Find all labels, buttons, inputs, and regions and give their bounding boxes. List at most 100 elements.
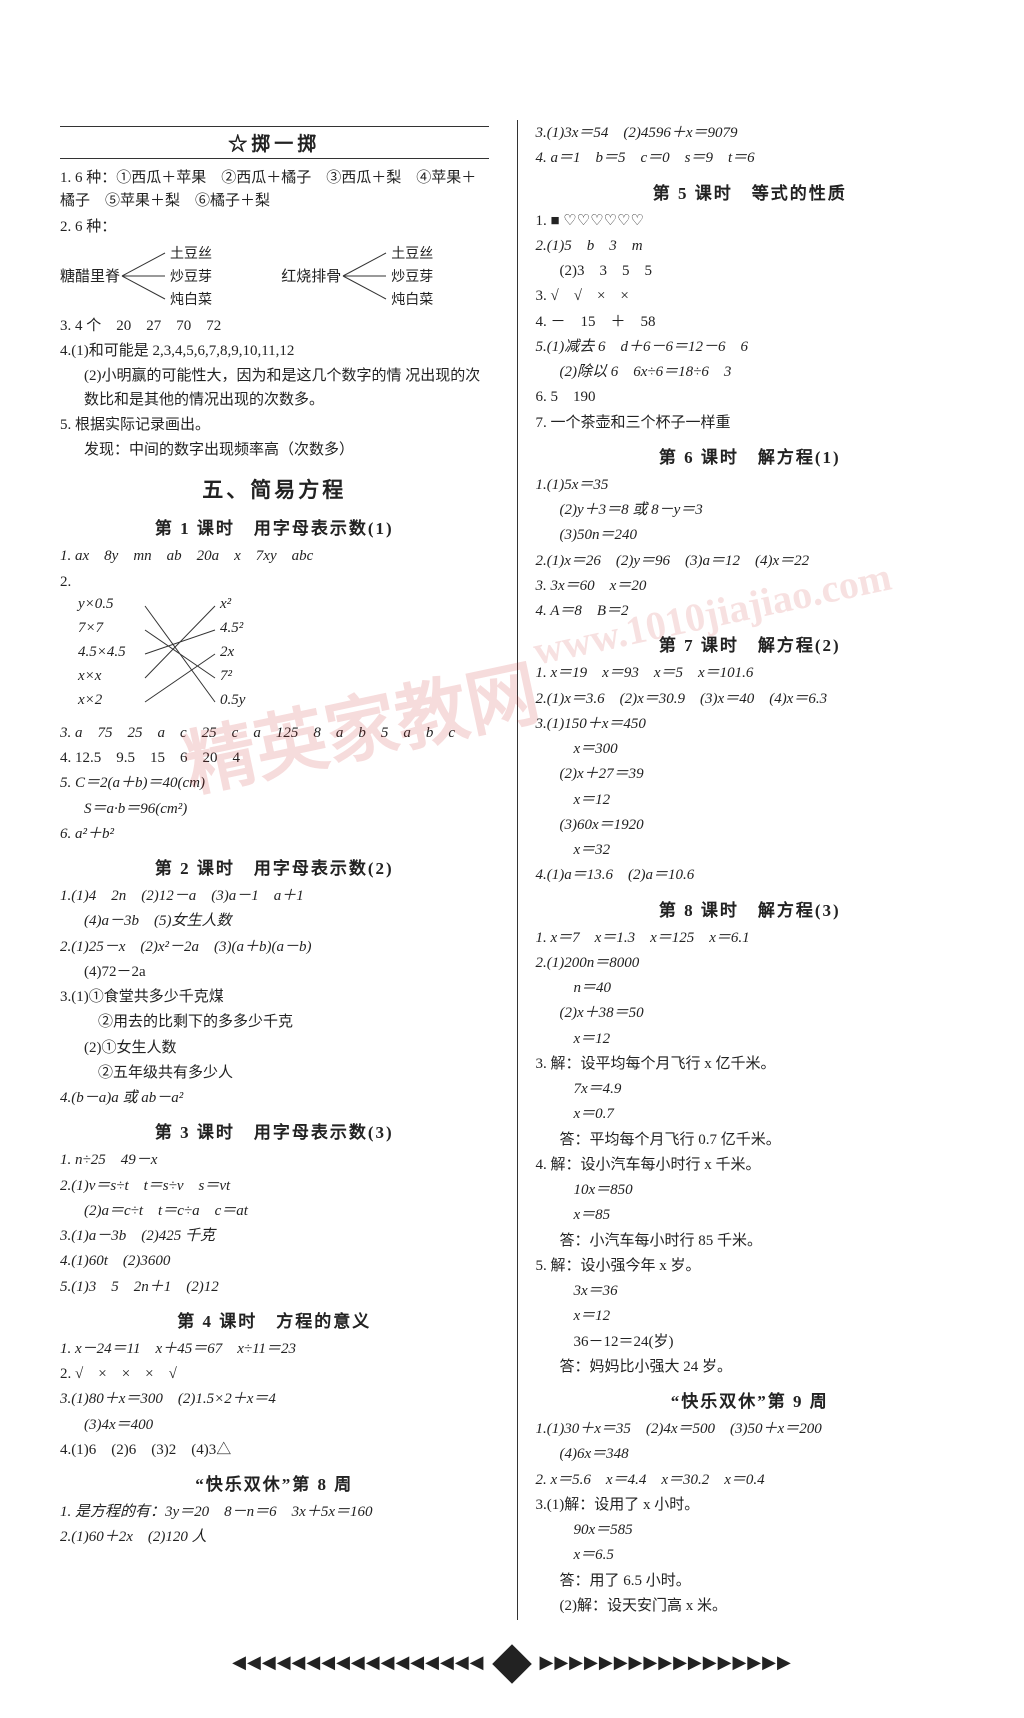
tree-2: 红烧排骨 土豆丝 炒豆芽 炖白菜 [281,243,488,309]
text-line: 4.(1)和可能是 2,3,4,5,6,7,8,9,10,11,12 [60,340,489,363]
footer-decoration: ◀◀◀◀◀◀◀◀◀◀◀◀◀◀◀◀◀ ▶▶▶▶▶▶▶▶▶▶▶▶▶▶▶▶▶ [60,1650,964,1678]
text-line: (4)6x＝348 [536,1443,965,1466]
heading-lesson-6: 第 6 课时 解方程(1) [536,443,965,468]
text-line: 2. x＝5.6 x＝4.4 x＝30.2 x＝0.4 [536,1469,965,1492]
text-line: 发现：中间的数字出现频率高（次数多） [60,439,489,462]
text-line: x＝85 [536,1204,965,1227]
left-column: ☆掷一掷 1. 6 种：①西瓜＋苹果 ②西瓜＋橘子 ③西瓜＋梨 ④苹果＋橘子 ⑤… [60,120,507,1620]
text-line: 5. 根据实际记录画出。 [60,414,489,437]
text-line: 3.(1)3x＝54 (2)4596＋x＝9079 [536,122,965,145]
text-line: 4.(1)6 (2)6 (3)2 (4)3△ [60,1439,489,1462]
text-line: (2)a＝c÷t t＝c÷a c＝at [60,1200,489,1223]
text-line: 2.(1)200n＝8000 [536,952,965,975]
text-line: 4.(1)60t (2)3600 [60,1250,489,1273]
heading-lesson-3: 第 3 课时 用字母表示数(3) [60,1118,489,1143]
text-line: (2)①女生人数 [60,1037,489,1060]
heading-lesson-2: 第 2 课时 用字母表示数(2) [60,854,489,879]
match-left: x×2 [78,692,102,709]
text-line: 36－12＝24(岁) [536,1331,965,1354]
matching-diagram: y×0.5 7×7 4.5×4.5 x×x x×2 x² 4.5² 2x 7² … [60,596,489,716]
text-line: (4)a－3b (5)女生人数 [60,910,489,933]
text-line: 1. x－24＝11 x＋45＝67 x÷11＝23 [60,1338,489,1361]
text-line: 答：平均每个月飞行 0.7 亿千米。 [536,1129,965,1152]
heading-lesson-8: 第 8 课时 解方程(3) [536,896,965,921]
text-line: 答：用了 6.5 小时。 [536,1570,965,1593]
text-line: x＝12 [536,1028,965,1051]
text-line: 2. 6 种： [60,216,489,239]
text-line: (3)60x＝1920 [536,814,965,837]
match-right: 7² [220,668,232,685]
two-column-layout: ☆掷一掷 1. 6 种：①西瓜＋苹果 ②西瓜＋橘子 ③西瓜＋梨 ④苹果＋橘子 ⑤… [60,120,964,1620]
text-line: 4. a＝1 b＝5 c＝0 s＝9 t＝6 [536,147,965,170]
text-line: (3)4x＝400 [60,1414,489,1437]
tree-1: 糖醋里脊 土豆丝 炒豆芽 炖白菜 [60,243,267,309]
text-line: 10x＝850 [536,1179,965,1202]
text-line: 2. √ × × × √ [60,1363,489,1386]
text-line: 3.(1)①食堂共多少千克煤 [60,986,489,1009]
text-line: 1. 是方程的有：3y＝20 8－n＝6 3x＋5x＝160 [60,1501,489,1524]
match-right: 2x [220,644,234,661]
text-line: n＝40 [536,977,965,1000]
text-line: 3.(1)a－3b (2)425 千克 [60,1225,489,1248]
heading-happy-9: “快乐双休”第 9 周 [536,1387,965,1412]
text-line: 2. [60,571,489,594]
match-left: 7×7 [78,620,103,637]
text-line: 3x＝36 [536,1280,965,1303]
text-line: 5.(1)减去 6 d＋6－6＝12－6 6 [536,336,965,359]
text-line: (4)72－2a [60,961,489,984]
footer-arrows-right: ▶▶▶▶▶▶▶▶▶▶▶▶▶▶▶▶▶ [540,1652,792,1672]
text-line: (2)y＋3＝8 或 8－y＝3 [536,499,965,522]
text-line: 4. － 15 ＋ 58 [536,311,965,334]
match-right: x² [220,596,231,613]
text-line: 2.(1)x＝3.6 (2)x＝30.9 (3)x＝40 (4)x＝6.3 [536,688,965,711]
symbol-row: ■ ♡♡♡♡♡♡ [551,213,645,229]
text-line: 7x＝4.9 [536,1078,965,1101]
text-line: 3. a 75 25 a c 25 c a 125 8 a b 5 a b c [60,722,489,745]
text-line: (2)x＋38＝50 [536,1002,965,1025]
text-line: (2)3 3 5 5 [536,260,965,283]
text-line: 4.(1)a＝13.6 (2)a＝10.6 [536,864,965,887]
tree-diagrams: 糖醋里脊 土豆丝 炒豆芽 炖白菜 红烧排骨 土豆丝 炒豆芽 炖白菜 [60,243,489,309]
text-line: 1. x＝7 x＝1.3 x＝125 x＝6.1 [536,927,965,950]
text-line: 2.(1)x＝26 (2)y＝96 (3)a＝12 (4)x＝22 [536,550,965,573]
text-line: x＝12 [536,789,965,812]
text-line: 2.(1)60＋2x (2)120 人 [60,1526,489,1549]
text-line: 答：小汽车每小时行 85 千米。 [536,1230,965,1253]
match-left: x×x [78,668,101,685]
text-line: (3)50n＝240 [536,524,965,547]
text-line: ②用去的比剩下的多多少千克 [60,1011,489,1034]
text-line: 4. A＝8 B＝2 [536,600,965,623]
text-line: 2.(1)5 b 3 m [536,235,965,258]
text-line: 2.(1)25－x (2)x²－2a (3)(a＋b)(a－b) [60,936,489,959]
tree-leaf: 炖白菜 [391,289,433,309]
tree-leaf: 炒豆芽 [391,266,433,286]
text-line: 7. 一个茶壶和三个杯子一样重 [536,412,965,435]
text-line: 6. a²＋b² [60,823,489,846]
text-line: x＝6.5 [536,1544,965,1567]
text-line: 1.(1)5x＝35 [536,474,965,497]
text-line: 3. 解：设平均每个月飞行 x 亿千米。 [536,1053,965,1076]
text-line: 4.(b－a)a 或 ab－a² [60,1087,489,1110]
text-line: (2)x＋27＝39 [536,763,965,786]
heading-lesson-5: 第 5 课时 等式的性质 [536,179,965,204]
text-line: 4. 12.5 9.5 15 6 20 4 [60,747,489,770]
text-line: 3.(1)解：设用了 x 小时。 [536,1494,965,1517]
match-right: 0.5y [220,692,245,709]
text-line: 1.(1)4 2n (2)12－a (3)a－1 a＋1 [60,885,489,908]
footer-arrows-left: ◀◀◀◀◀◀◀◀◀◀◀◀◀◀◀◀◀ [232,1652,484,1672]
heading-happy-8: “快乐双休”第 8 周 [60,1470,489,1495]
heading-lesson-7: 第 7 课时 解方程(2) [536,631,965,656]
text-line: 1. x＝19 x＝93 x＝5 x＝101.6 [536,662,965,685]
match-left: y×0.5 [78,596,114,613]
match-right: 4.5² [220,620,243,637]
text-line: 1. n÷25 49－x [60,1149,489,1172]
heading-section-5: 五、简易方程 [60,474,489,504]
text-line: x＝300 [536,738,965,761]
text-line: ②五年级共有多少人 [60,1062,489,1085]
text-line: 2.(1)v＝s÷t t＝s÷v s＝vt [60,1175,489,1198]
tree-leaf: 炖白菜 [170,289,212,309]
text-line: 3. √ √ × × [536,285,965,308]
text-line: 1. ■ ♡♡♡♡♡♡ [536,210,965,233]
tree-root: 红烧排骨 [281,265,341,286]
text-line: 6. 5 190 [536,386,965,409]
